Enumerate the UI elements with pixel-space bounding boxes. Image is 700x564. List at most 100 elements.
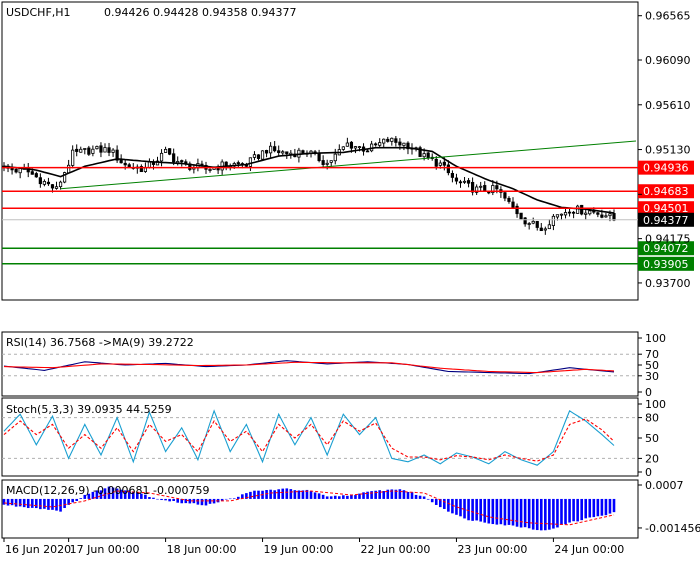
candle-body [612, 213, 616, 221]
macd-histogram-bar [127, 490, 131, 499]
candle-body [46, 181, 51, 185]
macd-histogram-bar [131, 491, 135, 499]
macd-histogram-bar [572, 498, 575, 522]
candle-body [515, 205, 519, 215]
candle-body [208, 169, 212, 171]
macd-histogram-bar [418, 495, 422, 499]
macd-histogram-bar [305, 489, 309, 499]
candle-body [143, 167, 147, 172]
rsi-y-tick-label: 50 [645, 359, 659, 372]
macd-histogram-bar [297, 490, 301, 499]
macd-histogram-bar [612, 498, 616, 513]
macd-histogram-bar [253, 490, 256, 499]
price-y-tick-label: 0.95130 [645, 144, 691, 157]
stoch-title: Stoch(5,3,3) 39.0935 44.5259 [6, 403, 172, 416]
stoch-y-tick-label: 20 [645, 452, 659, 465]
candle-body [365, 150, 370, 153]
axis-labels: 0.94936 0.94683 0.94501 0.94072 0.93905 0.943… [3, 10, 700, 556]
macd-histogram-bar [455, 498, 458, 515]
macd-histogram-bar [394, 489, 398, 499]
stoch-y-tick-label: 80 [645, 412, 659, 425]
stoch-signal-line [3, 418, 615, 462]
macd-histogram-bar [103, 488, 107, 499]
macd-histogram-bar [467, 498, 470, 521]
candle-body [34, 173, 38, 178]
macd-histogram-bar [237, 496, 240, 499]
moving-average-line [3, 146, 615, 214]
resistance-level-label: 0.94501 [643, 202, 689, 215]
macd-histogram-bar [39, 498, 42, 510]
candle-body [604, 215, 608, 218]
support-level-tag [638, 256, 694, 271]
macd-histogram-bar [241, 494, 244, 499]
support-level-tag [638, 241, 694, 256]
macd-histogram-bar [228, 498, 232, 500]
candle-body [596, 212, 600, 215]
candle-body [147, 161, 152, 168]
rsi-y-tick-label: 70 [645, 348, 659, 361]
candle-body [576, 205, 580, 214]
price-y-tick-label: 0.93700 [645, 277, 691, 290]
price-y-tick-label: 0.95610 [645, 99, 691, 112]
candle-body [273, 146, 277, 152]
rsi-y-tick-label: 30 [645, 370, 659, 383]
candle-body [252, 154, 257, 158]
candle-body [495, 185, 499, 190]
macd-histogram-bar [176, 498, 180, 503]
macd-histogram-bar [196, 498, 200, 505]
macd-histogram-bar [354, 495, 357, 499]
candle-body [75, 148, 79, 152]
support-level-label: 0.94072 [643, 242, 689, 255]
candle-body [139, 166, 143, 173]
candle-body [563, 212, 568, 216]
indicator-level-lines [2, 353, 638, 459]
candle-body [111, 149, 115, 153]
candle-body [277, 150, 281, 154]
candle-body [341, 146, 345, 150]
candle-body [382, 138, 386, 144]
macd-histogram-bar [531, 498, 535, 530]
macd-histogram-bar [475, 498, 478, 521]
macd-histogram-bar [123, 490, 127, 499]
macd-histogram-bar [136, 492, 139, 499]
candle-body [159, 152, 164, 162]
candle-body [471, 181, 475, 193]
macd-histogram-bar [224, 498, 228, 500]
macd-histogram-bar [333, 495, 337, 499]
rsi-panel-frame [1, 331, 639, 397]
rsi-y-tick-label: 100 [645, 332, 666, 345]
macd-histogram-bar [51, 498, 54, 510]
macd-histogram-bar [232, 498, 236, 499]
x-tick-label: 18 Jun 00:00 [167, 543, 237, 556]
candle-body [374, 143, 378, 146]
macd-histogram-bar [204, 498, 208, 506]
candle-body [345, 142, 349, 147]
macd-histogram-bar [293, 490, 297, 499]
macd-histogram-bar [265, 490, 268, 499]
candle-body [608, 213, 612, 217]
macd-histogram-bar [430, 498, 434, 503]
macd-histogram-bar [200, 498, 204, 506]
candle-body [264, 150, 269, 154]
candle-body [543, 228, 547, 231]
candle-body [71, 149, 75, 166]
candle-body [42, 181, 46, 185]
candle-body [406, 142, 410, 150]
macd-histogram-bar [503, 498, 507, 526]
macd-histogram-bar [479, 498, 482, 522]
macd-histogram-bar [568, 498, 571, 523]
stoch-panel-frame [1, 397, 639, 477]
macd-histogram-bar [30, 498, 34, 508]
macd-histogram-bar [317, 493, 321, 499]
macd-histogram-bar [471, 498, 474, 521]
macd-histogram-bar [71, 498, 74, 503]
candle-body [54, 186, 59, 189]
macd-histogram-bar [511, 498, 515, 526]
macd-histogram-bar [245, 493, 248, 499]
candle-body [67, 164, 71, 174]
candle-body [483, 185, 487, 192]
candle-body [79, 148, 83, 153]
candle-body [58, 181, 63, 188]
